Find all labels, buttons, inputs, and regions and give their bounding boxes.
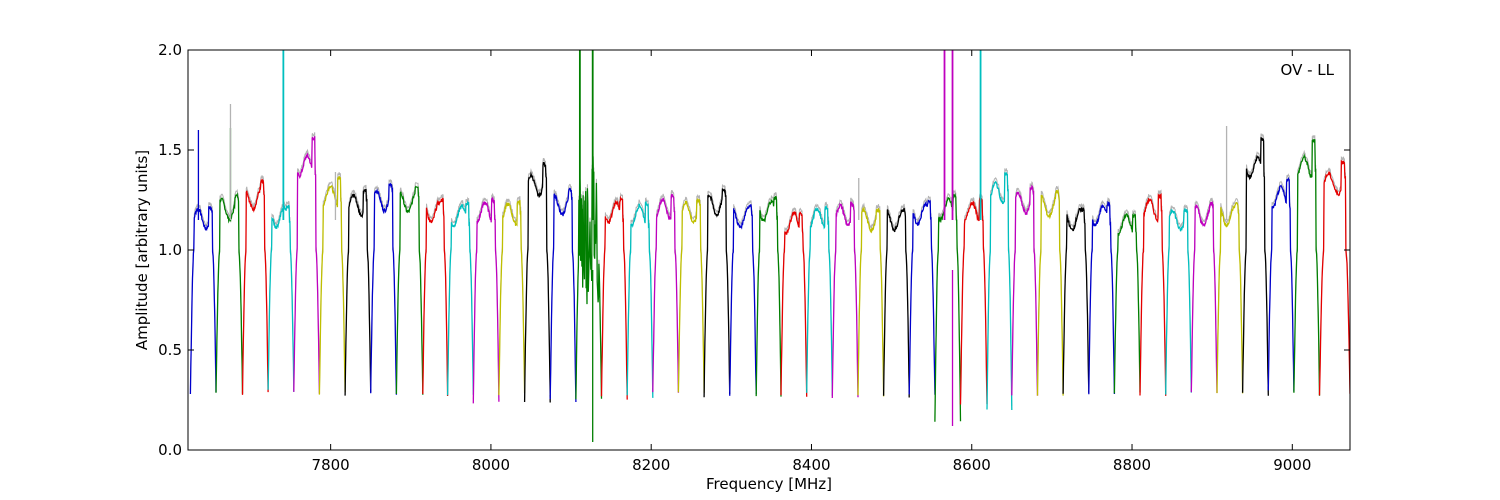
channel-trace-band — [241, 178, 269, 395]
channel-trace-band — [395, 185, 424, 395]
channel-trace-band — [600, 195, 628, 400]
channel-trace-band — [1293, 138, 1321, 396]
channel-trace-band — [652, 193, 680, 393]
channel-trace-band — [677, 197, 705, 393]
x-tick-label: 8800 — [1113, 456, 1151, 474]
channel-trace-band — [422, 197, 449, 397]
channel-trace-band — [703, 188, 731, 398]
channel-trace-band — [549, 187, 577, 403]
channel-trace-band — [370, 182, 398, 395]
y-axis-label: Amplitude [arbitrary units] — [133, 150, 151, 350]
channel-trace-band — [215, 192, 244, 394]
channel-trace-band — [523, 162, 551, 403]
channel-trace-band — [1062, 206, 1090, 394]
x-axis-label: Frequency [MHz] — [706, 475, 832, 493]
background-trace-band — [215, 188, 243, 390]
channel-trace-band — [1190, 200, 1218, 394]
channel-trace-band — [1113, 212, 1141, 394]
y-tick-label: 1.0 — [158, 241, 182, 259]
channel-trace-band — [959, 197, 988, 405]
background-trace-band — [1165, 203, 1192, 391]
channel-trace-band — [1036, 188, 1064, 396]
channel-trace-band — [986, 172, 1013, 411]
tick-group: 7800 8000 8200 8400 8600 8800 9000 0.0 0.5 1.0 1.5… — [158, 41, 1350, 474]
channel-trace-band — [806, 204, 833, 396]
channel-trace-band — [831, 201, 859, 399]
x-tick-label: 7800 — [312, 456, 350, 474]
channel-trace-band — [267, 204, 295, 392]
x-tick-label: 8600 — [953, 456, 991, 474]
channel-trace-band — [344, 188, 372, 396]
y-tick-label: 1.5 — [158, 141, 182, 159]
trace-group — [189, 50, 1350, 442]
background-trace-band — [883, 203, 910, 394]
channel-trace-band — [1165, 207, 1192, 395]
channel-trace-band — [1011, 184, 1039, 396]
channel-trace-band — [498, 199, 526, 396]
channel-trace-band — [729, 204, 757, 396]
channel-trace-band — [780, 211, 808, 397]
channel-trace-band — [189, 205, 217, 395]
channel-trace-band — [472, 196, 500, 404]
channel-trace-band — [908, 199, 936, 395]
channel-trace-band — [1139, 192, 1167, 396]
x-tick-label: 9000 — [1273, 456, 1311, 474]
channel-trace-band — [1318, 159, 1350, 396]
annotation-label: OV - LL — [1281, 61, 1335, 79]
channel-trace-band — [1088, 201, 1116, 395]
channel-trace-band — [1267, 176, 1295, 392]
x-tick-label: 8000 — [472, 456, 510, 474]
channel-trace-band — [293, 136, 321, 394]
channel-trace-band — [318, 176, 346, 395]
y-tick-label: 0.5 — [158, 341, 182, 359]
x-tick-label: 8200 — [632, 456, 670, 474]
channel-trace-band — [934, 192, 962, 422]
channel-trace-band — [755, 195, 782, 397]
background-trace-band — [857, 202, 885, 393]
x-tick-label: 8400 — [792, 456, 830, 474]
y-tick-label: 2.0 — [158, 41, 182, 59]
channel-trace-band — [882, 207, 910, 398]
channel-trace-band — [626, 200, 654, 398]
channel-trace-band — [446, 199, 474, 396]
channel-trace-band — [1241, 136, 1269, 396]
channel-trace-band — [1216, 201, 1244, 394]
channel-trace-band — [857, 205, 885, 397]
y-tick-label: 0.0 — [158, 441, 182, 459]
